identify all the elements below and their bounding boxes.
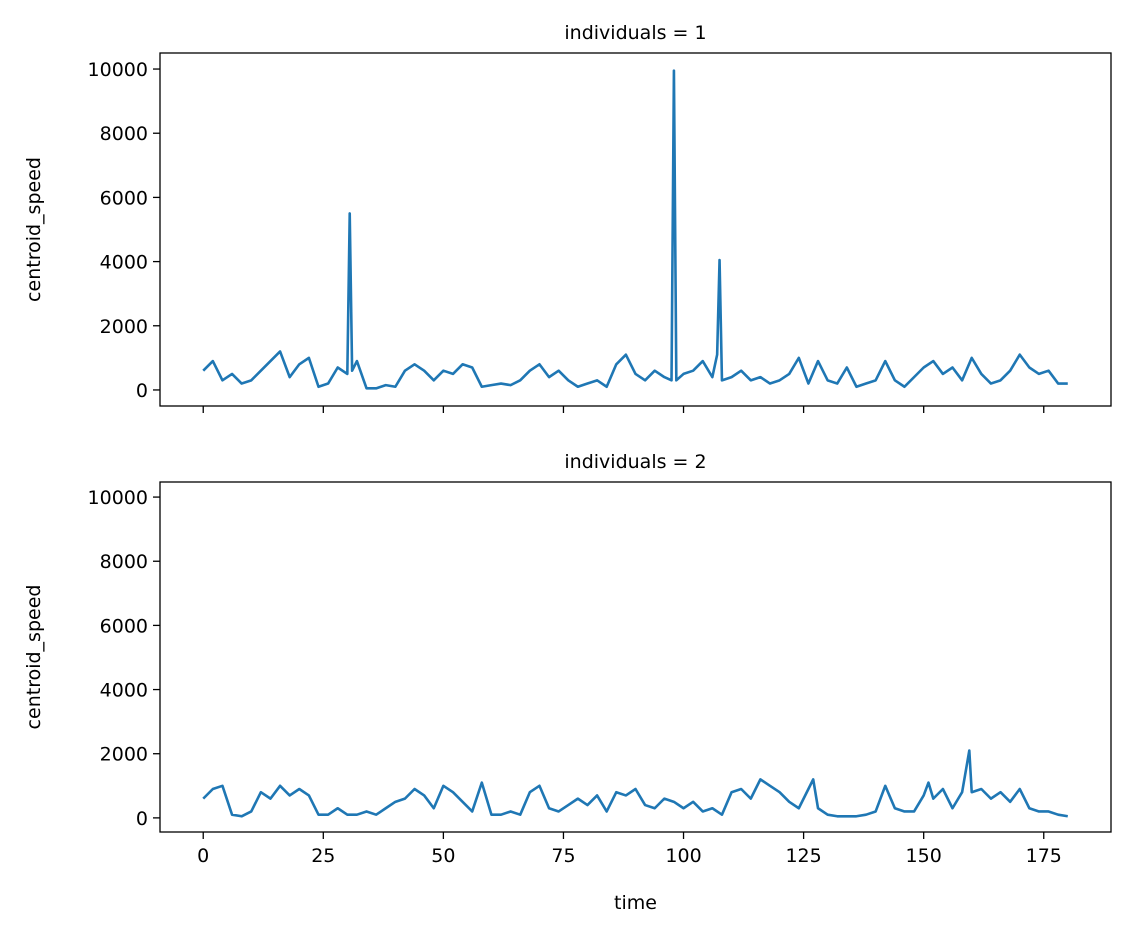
y-tick-label: 10000: [88, 59, 148, 81]
y-tick-label: 0: [136, 808, 148, 830]
x-tick-label: 75: [551, 845, 575, 867]
y-tick-label: 8000: [100, 551, 148, 573]
y-tick-label: 4000: [100, 680, 148, 702]
x-tick-label: 0: [197, 845, 209, 867]
y-tick-label: 4000: [100, 252, 148, 274]
x-tick-label: 175: [1026, 845, 1062, 867]
y-tick-label: 2000: [100, 316, 148, 338]
subplot-title: individuals = 1: [564, 22, 706, 44]
y-tick-label: 10000: [88, 487, 148, 509]
y-axis-label: centroid_speed: [23, 157, 45, 302]
y-tick-label: 6000: [100, 187, 148, 209]
y-tick-label: 8000: [100, 123, 148, 145]
y-axis-label: centroid_speed: [23, 585, 45, 730]
y-tick-label: 0: [136, 380, 148, 402]
subplot-title: individuals = 2: [564, 451, 706, 473]
x-axis-label: time: [614, 892, 657, 914]
y-tick-label: 6000: [100, 615, 148, 637]
x-tick-label: 100: [665, 845, 701, 867]
x-tick-label: 125: [785, 845, 821, 867]
data-line: [202, 69, 1068, 390]
axes-frame: [159, 481, 1112, 833]
x-tick-label: 150: [906, 845, 942, 867]
y-tick-label: 2000: [100, 744, 148, 766]
x-tick-label: 25: [311, 845, 335, 867]
data-line: [202, 749, 1068, 818]
x-tick-label: 50: [431, 845, 455, 867]
axes-frame: [159, 52, 1112, 407]
